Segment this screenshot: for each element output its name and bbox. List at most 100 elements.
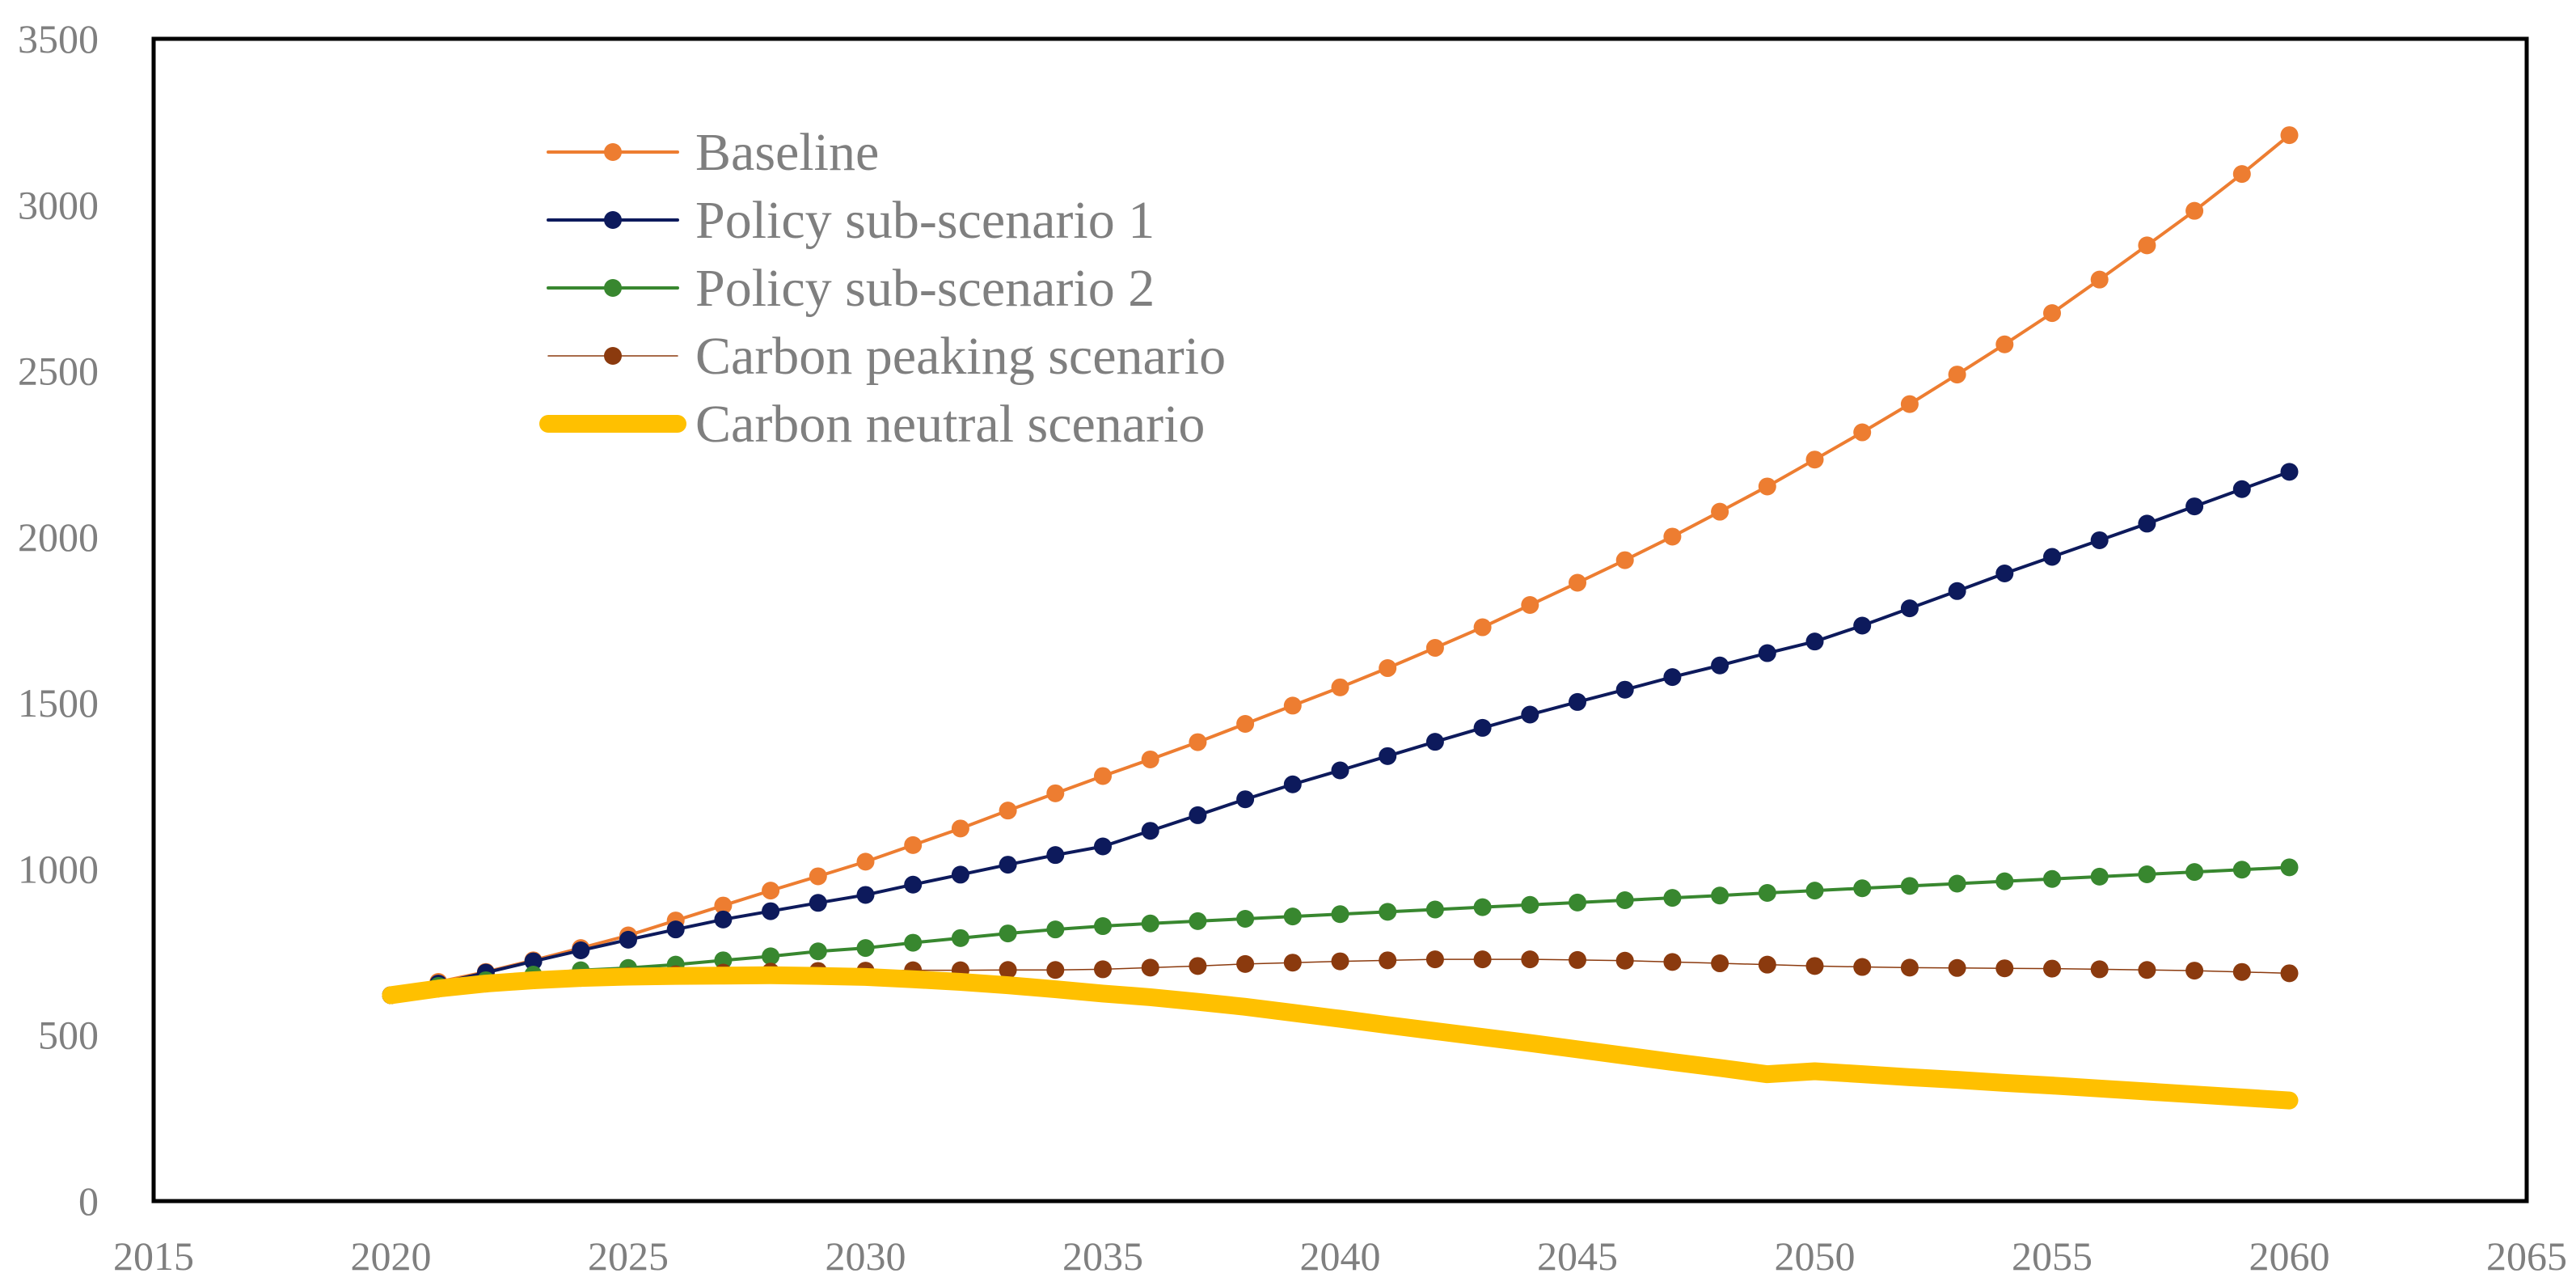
data-point-baseline (1853, 423, 1872, 442)
data-point-policy-sub-scenario-1 (999, 856, 1017, 874)
legend-label: Policy sub-scenario 1 (695, 191, 1155, 250)
data-point-policy-sub-scenario-1 (2138, 514, 2156, 533)
x-tick-label: 2065 (2486, 1233, 2567, 1279)
data-point-policy-sub-scenario-2 (2043, 869, 2061, 888)
data-point-policy-sub-scenario-1 (904, 875, 923, 894)
x-tick-label: 2040 (1300, 1233, 1381, 1279)
data-point-policy-sub-scenario-2 (2090, 867, 2109, 886)
legend-swatch-marker (604, 347, 622, 365)
data-point-policy-sub-scenario-1 (572, 941, 590, 960)
data-point-baseline (1425, 638, 1444, 657)
data-point-policy-sub-scenario-2 (999, 924, 1017, 943)
data-point-policy-sub-scenario-1 (1189, 806, 1207, 824)
x-tick-label: 2020 (351, 1233, 432, 1279)
data-point-baseline (1046, 784, 1065, 802)
data-point-policy-sub-scenario-1 (1379, 747, 1397, 765)
data-point-policy-sub-scenario-1 (1615, 680, 1634, 699)
data-point-policy-sub-scenario-1 (1758, 644, 1776, 662)
data-point-carbon-peaking-scenario (1711, 954, 1729, 973)
series-baseline (382, 126, 2299, 1005)
data-point-policy-sub-scenario-2 (1141, 914, 1159, 933)
data-point-policy-sub-scenario-2 (1046, 920, 1065, 939)
data-point-baseline (2043, 304, 2061, 323)
data-point-carbon-peaking-scenario (1615, 951, 1634, 970)
data-point-policy-sub-scenario-1 (1948, 582, 1966, 600)
data-point-carbon-peaking-scenario (1141, 958, 1159, 977)
data-point-policy-sub-scenario-1 (1141, 822, 1159, 840)
data-point-policy-sub-scenario-2 (1948, 874, 1966, 893)
data-point-baseline (1141, 750, 1159, 768)
data-point-carbon-peaking-scenario (1473, 950, 1492, 969)
data-point-carbon-peaking-scenario (1331, 952, 1349, 971)
data-point-policy-sub-scenario-1 (1236, 790, 1255, 809)
data-point-baseline (2280, 126, 2299, 145)
data-point-policy-sub-scenario-1 (2090, 531, 2109, 549)
data-point-carbon-peaking-scenario (2280, 964, 2299, 983)
data-point-policy-sub-scenario-2 (1189, 912, 1207, 930)
data-point-policy-sub-scenario-1 (666, 920, 685, 939)
data-point-policy-sub-scenario-2 (1283, 907, 1302, 926)
legend-item-policy-sub-scenario-2: Policy sub-scenario 2 (547, 259, 1155, 318)
data-point-policy-sub-scenario-1 (1283, 775, 1302, 793)
data-point-baseline (856, 852, 875, 871)
legend-label: Carbon peaking scenario (695, 327, 1226, 386)
data-point-carbon-peaking-scenario (1283, 954, 1302, 972)
y-tick-label: 1500 (18, 680, 99, 725)
data-point-baseline (1283, 696, 1302, 715)
y-tick-label: 1000 (18, 846, 99, 891)
series-policy-sub-scenario-2 (382, 858, 2299, 1005)
data-point-carbon-peaking-scenario (1663, 953, 1682, 971)
data-point-policy-sub-scenario-2 (1900, 877, 1919, 895)
y-tick-label: 2500 (18, 349, 99, 394)
data-point-policy-sub-scenario-2 (2138, 865, 2156, 883)
data-point-policy-sub-scenario-1 (1711, 656, 1729, 675)
x-tick-label: 2035 (1062, 1233, 1143, 1279)
data-point-policy-sub-scenario-2 (1425, 900, 1444, 919)
data-point-baseline (2185, 201, 2204, 220)
data-point-policy-sub-scenario-2 (1758, 883, 1776, 902)
y-tick-label: 2000 (18, 514, 99, 560)
data-point-policy-sub-scenario-2 (1569, 893, 1586, 912)
data-point-policy-sub-scenario-1 (2280, 463, 2299, 481)
data-point-baseline (1615, 551, 1634, 569)
x-tick-label: 2060 (2249, 1233, 2330, 1279)
data-point-policy-sub-scenario-2 (1663, 889, 1682, 907)
series-layer (382, 126, 2299, 1110)
data-point-carbon-peaking-scenario (999, 961, 1017, 979)
data-point-baseline (1473, 618, 1492, 637)
data-point-carbon-peaking-scenario (2090, 960, 2109, 979)
data-point-carbon-peaking-scenario (2185, 962, 2204, 980)
data-point-policy-sub-scenario-2 (1379, 903, 1397, 921)
x-tick-label: 2030 (826, 1233, 906, 1279)
data-point-baseline (2090, 270, 2109, 289)
data-point-policy-sub-scenario-1 (1900, 599, 1919, 618)
data-point-carbon-peaking-scenario (2232, 962, 2251, 981)
data-point-policy-sub-scenario-2 (904, 933, 923, 952)
data-point-policy-sub-scenario-1 (1521, 705, 1539, 724)
data-point-policy-sub-scenario-2 (1521, 895, 1539, 914)
data-point-policy-sub-scenario-2 (762, 947, 780, 966)
data-point-carbon-peaking-scenario (1805, 957, 1824, 975)
data-point-baseline (1236, 715, 1255, 734)
data-point-carbon-peaking-scenario (1569, 950, 1586, 969)
data-point-carbon-peaking-scenario (1046, 961, 1065, 979)
x-tick-label: 2015 (113, 1233, 194, 1279)
data-point-policy-sub-scenario-1 (1853, 616, 1872, 635)
data-point-baseline (1663, 527, 1682, 546)
data-point-baseline (2232, 165, 2251, 184)
y-tick-label: 500 (38, 1013, 99, 1058)
data-point-baseline (1995, 335, 2014, 353)
data-point-policy-sub-scenario-2 (1236, 910, 1255, 929)
data-point-policy-sub-scenario-2 (2280, 858, 2299, 877)
data-point-baseline (904, 835, 923, 854)
data-point-policy-sub-scenario-1 (619, 930, 637, 949)
data-point-policy-sub-scenario-2 (1995, 872, 2014, 890)
data-point-policy-sub-scenario-2 (1711, 886, 1729, 905)
data-point-baseline (1189, 733, 1207, 751)
data-point-policy-sub-scenario-1 (856, 886, 875, 904)
data-point-baseline (1758, 477, 1776, 496)
data-point-policy-sub-scenario-1 (1805, 632, 1824, 651)
data-point-policy-sub-scenario-2 (809, 942, 827, 961)
data-point-policy-sub-scenario-1 (951, 865, 969, 884)
